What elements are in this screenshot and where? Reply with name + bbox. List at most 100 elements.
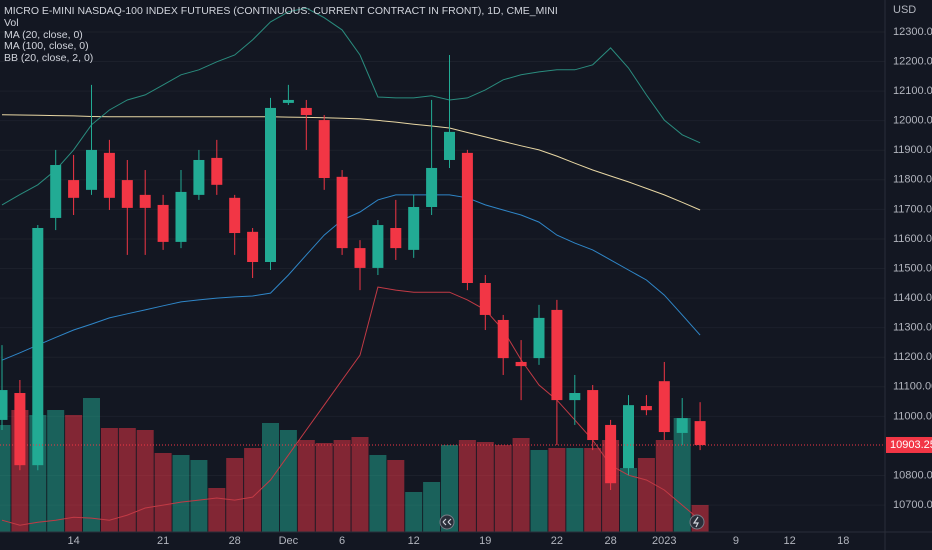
- x-tick-label: 2023: [652, 535, 676, 547]
- volume-bar: [620, 468, 637, 532]
- candle-body: [479, 283, 491, 315]
- legend-entry: BB (20, close, 2, 0): [4, 52, 93, 64]
- volume-bar: [0, 425, 11, 532]
- x-tick-label: 28: [604, 535, 616, 547]
- candle-body: [14, 393, 26, 466]
- x-tick-label: 14: [67, 535, 79, 547]
- x-tick-label: 19: [479, 535, 491, 547]
- volume-bar: [172, 455, 190, 532]
- volume-bar: [262, 423, 279, 532]
- candle-body: [229, 197, 241, 234]
- indicator-line: [1, 114, 701, 211]
- event-icon[interactable]: [439, 514, 455, 530]
- axis-layer: 12300.00 12200.00 12100.00 12000.00 11900.00…: [0, 26, 932, 547]
- volume-bar: [476, 442, 494, 532]
- volume-bar: [637, 458, 655, 532]
- volume-bar: [333, 440, 351, 532]
- indicator-line: [1, 7, 701, 206]
- volume-bar: [100, 428, 118, 532]
- x-tick-label: Dec: [279, 535, 299, 547]
- x-tick-label: 22: [551, 535, 563, 547]
- volume-bar: [118, 428, 136, 532]
- chart-title: MICRO E-MINI NASDAQ-100 INDEX FUTURES (C…: [4, 5, 558, 17]
- candle-layer: [0, 55, 706, 491]
- indicator-layer: [1, 7, 701, 526]
- volume-bar: [512, 438, 530, 532]
- candle-body: [444, 131, 455, 160]
- volume-bar: [441, 445, 458, 532]
- candle-body: [103, 152, 115, 198]
- y-tick-label: 11900.00: [893, 144, 932, 156]
- candle-body: [426, 167, 438, 208]
- candle-body: [676, 418, 688, 433]
- y-tick-label: 11400.00: [893, 292, 932, 304]
- volume-bar: [297, 440, 315, 532]
- y-tick-label: 11700.00: [893, 203, 932, 215]
- legend-entry: Vol: [4, 17, 19, 29]
- candle-body: [515, 361, 527, 367]
- candle-body: [139, 194, 151, 208]
- candle-body: [605, 424, 617, 484]
- volume-bar: [566, 448, 584, 532]
- y-tick-label: 11600.00: [893, 233, 932, 245]
- candle-body: [282, 99, 294, 103]
- volume-bar: [494, 445, 512, 532]
- y-tick-label: 12100.00: [893, 85, 932, 97]
- x-tick-label: 12: [408, 535, 420, 547]
- candle-body: [569, 393, 581, 401]
- currency-label: USD: [893, 4, 916, 16]
- candle-body: [497, 319, 509, 359]
- y-tick-label: 10700.00: [893, 499, 932, 511]
- volume-bar: [190, 460, 208, 532]
- volume-bar: [423, 482, 441, 532]
- candle-body: [300, 107, 312, 116]
- volume-bar: [530, 450, 548, 532]
- candle-body: [623, 405, 634, 469]
- volume-bar: [136, 430, 154, 532]
- candle-body: [175, 191, 187, 242]
- candle-body: [193, 159, 205, 195]
- candle-body: [0, 390, 8, 420]
- candle-body: [372, 225, 384, 268]
- volume-bar: [154, 453, 172, 532]
- candle-body: [658, 381, 670, 433]
- y-tick-label: 11800.00: [893, 174, 932, 186]
- volume-bar: [655, 440, 673, 532]
- y-tick-label: 12200.00: [893, 55, 932, 67]
- candle-body: [354, 248, 366, 268]
- candle-body: [247, 231, 259, 263]
- y-tick-label: 12300.00: [893, 26, 932, 38]
- candle-body: [461, 152, 473, 284]
- x-tick-label: 21: [157, 535, 169, 547]
- candle-body: [265, 107, 276, 263]
- volume-bar: [315, 443, 333, 532]
- candle-body: [121, 180, 133, 208]
- y-tick-label: 11500.00: [893, 262, 932, 274]
- candle-body: [533, 317, 545, 359]
- volume-bar: [369, 455, 387, 532]
- candle-body: [32, 228, 44, 466]
- candle-body: [86, 149, 97, 190]
- x-tick-label: 18: [837, 535, 849, 547]
- current-price-tag: [886, 436, 932, 453]
- volume-bar: [458, 440, 476, 532]
- x-tick-label: 9: [733, 535, 739, 547]
- y-tick-label: 10800.00: [893, 469, 932, 481]
- volume-bar: [47, 410, 65, 532]
- event-icon[interactable]: [689, 514, 705, 530]
- volume-bar: [279, 430, 297, 532]
- candle-body: [68, 180, 80, 198]
- candle-body: [390, 228, 402, 249]
- volume-bar: [351, 437, 369, 532]
- indicator-line: [1, 194, 701, 361]
- volume-bar: [208, 488, 226, 532]
- candle-body: [551, 309, 563, 401]
- volume-bar: [387, 460, 405, 532]
- x-tick-label: 6: [339, 535, 345, 547]
- candle-body: [336, 176, 348, 249]
- current-price-label: 10903.25: [890, 439, 932, 451]
- y-tick-label: 12000.00: [893, 115, 932, 127]
- legend-entry: MA (20, close, 0): [4, 29, 83, 41]
- indicator-line: [1, 286, 701, 526]
